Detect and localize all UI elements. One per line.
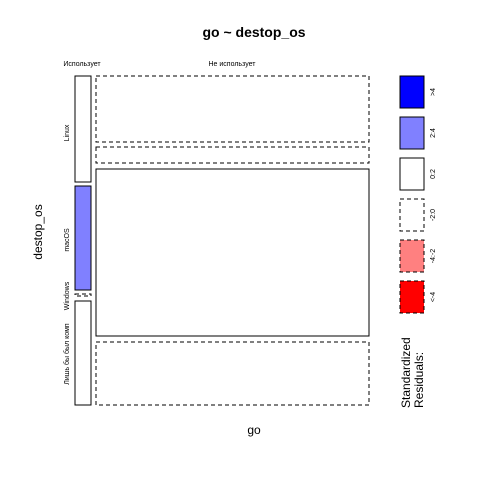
legend-title-line: Standardized [399, 337, 413, 408]
y-axis-title: destop_os [31, 204, 45, 259]
legend-swatch [399, 116, 425, 150]
mosaic-cell [74, 293, 92, 297]
mosaic-cell [74, 75, 92, 183]
mosaic-cell [95, 168, 370, 337]
legend-swatch [399, 198, 425, 232]
legend-label: 2:4 [430, 128, 437, 138]
x-category-label: Использует [63, 61, 101, 68]
y-category-label: Windows [64, 281, 71, 310]
mosaic-cell [74, 185, 92, 291]
legend-title-line: Residuals: [412, 352, 426, 408]
y-category-label: Linux [64, 124, 71, 141]
x-axis-title: go [247, 423, 261, 437]
legend: >4 2:4 0:2 -2:0 -4:-2 <-4 [399, 75, 437, 314]
x-category-label: Не использует [209, 61, 257, 68]
mosaic-cell [95, 341, 370, 406]
mosaic-cell [95, 146, 370, 164]
legend-label: -4:-2 [430, 249, 437, 264]
mosaic-cell [74, 300, 92, 406]
y-category-label: Лишь бы был комп [63, 323, 71, 385]
legend-swatch [399, 280, 425, 314]
chart-title: go ~ destop_os [202, 24, 305, 40]
legend-label: >4 [430, 88, 437, 96]
mosaic-cell [95, 75, 370, 143]
legend-swatch [399, 157, 425, 191]
legend-swatch [399, 239, 425, 273]
y-category-label: macOS [64, 228, 71, 252]
legend-swatch [399, 75, 425, 109]
legend-label: 0:2 [430, 169, 437, 179]
mosaic-cells [74, 75, 370, 406]
legend-label: <-4 [430, 292, 437, 302]
legend-label: -2:0 [430, 209, 437, 221]
